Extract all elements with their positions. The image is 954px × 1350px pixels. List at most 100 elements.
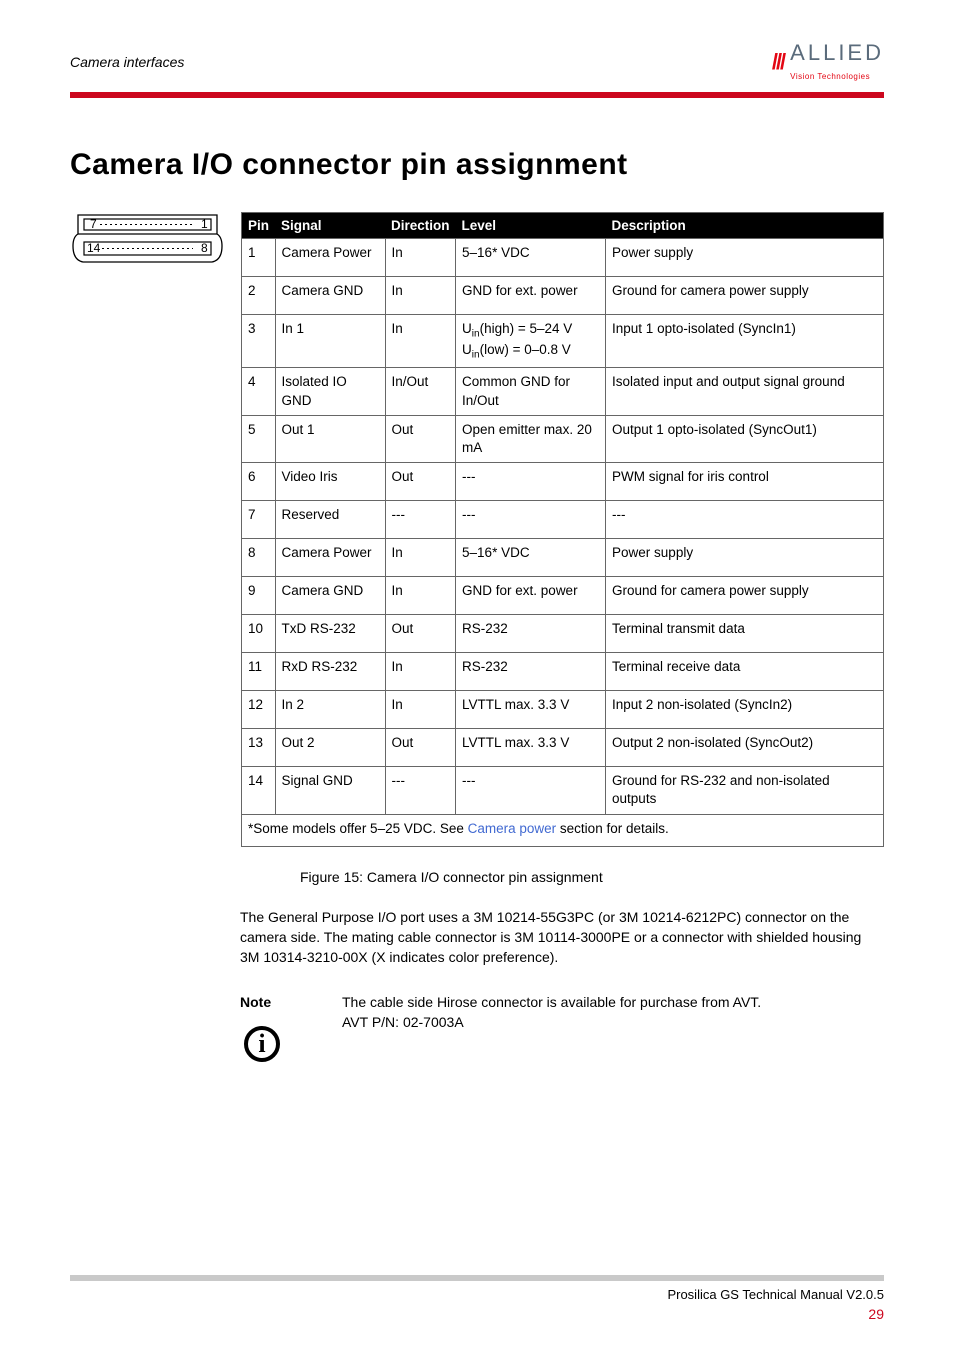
col-signal: Signal [275,213,385,239]
table-cell: 5 [242,415,276,462]
footnote-prefix: *Some models offer 5–25 VDC. See [248,821,468,836]
col-pin: Pin [242,213,276,239]
table-cell: Out 2 [275,729,385,767]
table-cell: 10 [242,615,276,653]
logo: /// ALLIED Vision Technologies [772,40,884,84]
table-cell: 6 [242,463,276,501]
figure-caption: Figure 15: Camera I/O connector pin assi… [300,869,884,885]
table-cell: --- [456,501,606,539]
table-cell: RxD RS-232 [275,653,385,691]
logo-main-text: ALLIED [790,40,884,65]
table-row: 6Video IrisOut---PWM signal for iris con… [242,463,884,501]
col-level: Level [456,213,606,239]
table-row: 9Camera GNDInGND for ext. powerGround fo… [242,577,884,615]
footer-rule [70,1275,884,1281]
table-cell: GND for ext. power [456,577,606,615]
pin-1-label: 1 [201,217,208,231]
table-cell: Isolated input and output signal ground [606,368,884,415]
table-row: 8Camera PowerIn5–16* VDCPower supply [242,539,884,577]
table-cell: --- [385,767,456,814]
table-cell: In [385,315,456,368]
table-cell: Camera Power [275,239,385,277]
footnote-suffix: section for details. [556,821,669,836]
table-cell: --- [385,501,456,539]
table-footnote-row: *Some models offer 5–25 VDC. See Camera … [242,814,884,846]
table-cell: 14 [242,767,276,814]
table-cell: 3 [242,315,276,368]
table-cell: Isolated IO GND [275,368,385,415]
table-cell: Ground for camera power supply [606,277,884,315]
table-row: 2Camera GNDInGND for ext. powerGround fo… [242,277,884,315]
table-cell: LVTTL max. 3.3 V [456,691,606,729]
pin-7-label: 7 [90,217,97,231]
table-cell: LVTTL max. 3.3 V [456,729,606,767]
table-cell: 13 [242,729,276,767]
table-cell: In [385,277,456,315]
table-cell: 2 [242,277,276,315]
table-cell: Output 2 non-isolated (SyncOut2) [606,729,884,767]
table-cell: --- [456,767,606,814]
table-cell: 11 [242,653,276,691]
table-cell: Camera GND [275,577,385,615]
table-row: 13Out 2OutLVTTL max. 3.3 VOutput 2 non-i… [242,729,884,767]
table-header: Pin Signal Direction Level Description [242,213,884,239]
table-cell: Terminal transmit data [606,615,884,653]
table-row: 5Out 1OutOpen emitter max. 20 mAOutput 1… [242,415,884,462]
table-cell: Open emitter max. 20 mA [456,415,606,462]
table-cell: Ground for RS-232 and non-isolated outpu… [606,767,884,814]
info-icon: i [244,1026,280,1062]
page-number: 29 [70,1306,884,1322]
note-text-1: The cable side Hirose connector is avail… [342,992,761,1012]
table-cell: Out 1 [275,415,385,462]
table-row: 4Isolated IO GNDIn/OutCommon GND for In/… [242,368,884,415]
table-row: 7Reserved--------- [242,501,884,539]
logo-sub-text: Vision Technologies [790,72,870,81]
col-direction: Direction [385,213,456,239]
table-cell: Input 2 non-isolated (SyncIn2) [606,691,884,729]
table-cell: In 1 [275,315,385,368]
table-cell: Out [385,615,456,653]
body-paragraph: The General Purpose I/O port uses a 3M 1… [240,907,884,968]
table-cell: Camera Power [275,539,385,577]
table-cell: In [385,577,456,615]
logo-slashes-icon: /// [772,49,784,75]
table-cell: Input 1 opto-isolated (SyncIn1) [606,315,884,368]
table-cell: In [385,653,456,691]
pin-assignment-table: Pin Signal Direction Level Description 1… [241,212,884,847]
note-label: Note [240,992,314,1012]
table-cell: 4 [242,368,276,415]
table-cell: 12 [242,691,276,729]
table-cell: Out [385,729,456,767]
table-cell: Out [385,415,456,462]
table-cell: Power supply [606,539,884,577]
table-cell: In 2 [275,691,385,729]
table-cell: RS-232 [456,615,606,653]
table-cell: Output 1 opto-isolated (SyncOut1) [606,415,884,462]
table-cell: 7 [242,501,276,539]
table-row: 14Signal GND------Ground for RS-232 and … [242,767,884,814]
table-cell: --- [606,501,884,539]
manual-title: Prosilica GS Technical Manual V2.0.5 [70,1287,884,1302]
pin-8-label: 8 [201,241,208,255]
table-cell: Out [385,463,456,501]
note-text-2: AVT P/N: 02-7003A [342,1012,761,1032]
camera-power-link[interactable]: Camera power [468,821,557,836]
table-cell: Uin(high) = 5–24 VUin(low) = 0–0.8 V [456,315,606,368]
page-title: Camera I/O connector pin assignment [70,148,884,182]
table-cell: Camera GND [275,277,385,315]
table-cell: Terminal receive data [606,653,884,691]
table-row: 11RxD RS-232InRS-232Terminal receive dat… [242,653,884,691]
table-cell: TxD RS-232 [275,615,385,653]
table-cell: 8 [242,539,276,577]
page-header: Camera interfaces /// ALLIED Vision Tech… [70,40,884,92]
table-row: 10TxD RS-232OutRS-232Terminal transmit d… [242,615,884,653]
header-section: Camera interfaces [70,54,184,70]
header-rule [70,92,884,98]
table-cell: In/Out [385,368,456,415]
table-cell: Common GND for In/Out [456,368,606,415]
table-cell: GND for ext. power [456,277,606,315]
table-row: 1Camera PowerIn5–16* VDCPower supply [242,239,884,277]
table-cell: PWM signal for iris control [606,463,884,501]
table-cell: Reserved [275,501,385,539]
col-description: Description [606,213,884,239]
